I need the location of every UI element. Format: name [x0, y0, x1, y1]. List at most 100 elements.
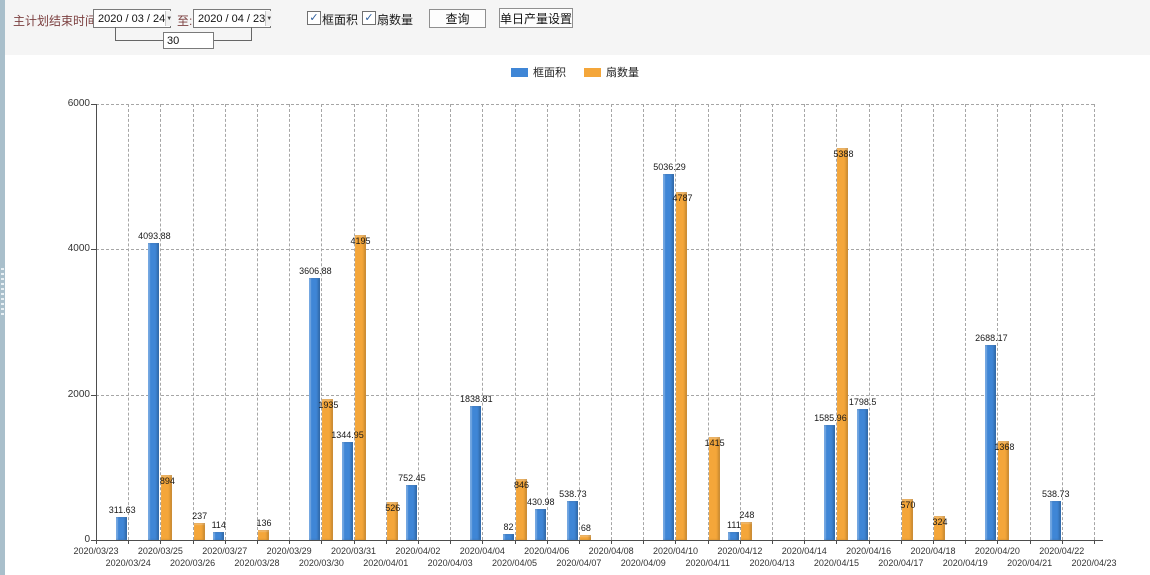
bar-frame-area — [824, 424, 836, 540]
x-axis-tick — [868, 540, 870, 544]
x-axis-label: 2020/03/27 — [202, 546, 248, 556]
fan-count-swatch — [584, 67, 601, 77]
x-gridline — [482, 104, 484, 540]
chevron-down-icon[interactable]: ▼ — [165, 11, 173, 26]
y-axis-label: 2000 — [67, 388, 90, 400]
bar-value-label: 82 — [503, 522, 514, 533]
x-gridline — [417, 104, 419, 540]
bar-frame-area — [405, 485, 417, 540]
date-from-picker[interactable]: 2020 / 03 / 24 ▼ — [93, 9, 173, 28]
bar-fan-count — [193, 522, 205, 540]
bar-frame-area — [470, 406, 482, 540]
x-gridline — [643, 104, 645, 540]
bar-value-label: 1344.95 — [331, 430, 364, 441]
bar-value-label: 4093.88 — [138, 230, 171, 241]
x-axis-label: 2020/04/08 — [588, 546, 634, 556]
bar-frame-area — [663, 174, 675, 540]
x-axis-tick — [417, 540, 419, 544]
y-gridline — [96, 104, 1094, 105]
x-gridline — [289, 104, 291, 540]
x-axis-tick — [707, 540, 709, 544]
x-axis-tick — [675, 540, 677, 544]
bar-frame-area — [1049, 500, 1061, 540]
x-axis-label: 2020/03/25 — [137, 546, 183, 556]
x-axis-tick — [997, 540, 999, 544]
date-to-picker[interactable]: 2020 / 04 / 23 ▼ — [193, 9, 273, 28]
fan-count-checkbox[interactable]: ✓ — [362, 11, 376, 25]
bar-fan-count — [934, 516, 946, 540]
x-axis-tick — [643, 540, 645, 544]
bar-fan-count — [901, 498, 913, 540]
plan-end-time-label: 主计划结束时间: — [13, 14, 101, 28]
bar-frame-area — [985, 344, 997, 540]
x-gridline — [256, 104, 258, 540]
x-axis-label: 2020/04/03 — [427, 558, 473, 568]
x-axis-label: 2020/03/26 — [170, 558, 216, 568]
bar-frame-area — [341, 442, 353, 540]
x-gridline — [739, 104, 741, 540]
y-axis-label: 6000 — [67, 98, 90, 109]
x-gridline — [836, 104, 838, 540]
to-label: 至: — [177, 14, 193, 28]
y-axis-label: 4000 — [67, 243, 90, 255]
bar-value-label: 1935 — [318, 400, 339, 411]
x-axis-tick — [836, 540, 838, 544]
legend-label: 框面积 — [533, 67, 566, 79]
x-axis-label: 2020/04/21 — [1007, 558, 1053, 568]
chevron-down-icon[interactable]: ▼ — [265, 11, 273, 26]
x-axis-tick — [482, 540, 484, 544]
bar-frame-area — [309, 277, 321, 540]
date-to-value: 2020 / 04 / 23 — [198, 12, 266, 25]
x-axis-tick — [804, 540, 806, 544]
chart-legend: 框面积 扇数量 — [0, 64, 1150, 80]
x-gridline — [546, 104, 548, 540]
x-gridline — [514, 104, 516, 540]
bar-value-label: 538.73 — [1042, 488, 1070, 499]
x-axis-tick — [128, 540, 130, 544]
y-axis-tick — [91, 104, 96, 105]
y-axis-tick — [91, 394, 96, 396]
legend-label: 扇数量 — [606, 67, 639, 79]
frame-area-swatch — [511, 67, 528, 77]
y-axis-tick — [91, 540, 96, 541]
left-splitter[interactable] — [0, 0, 5, 575]
frame-area-checkbox[interactable]: ✓ — [307, 11, 321, 25]
x-gridline — [321, 104, 323, 540]
bar-frame-area — [534, 508, 546, 540]
daily-output-settings-button[interactable]: 单日产量设置 — [499, 8, 573, 28]
x-gridline — [1094, 104, 1095, 540]
x-axis-label: 2020/04/06 — [524, 546, 570, 556]
legend-item-frame-area: 框面积 — [511, 64, 566, 80]
bar-value-label: 752.45 — [398, 473, 426, 484]
x-axis-tick — [611, 540, 613, 544]
days-input[interactable] — [163, 32, 214, 49]
bar-value-label: 430.98 — [526, 496, 555, 507]
bar-value-label: 324 — [932, 517, 948, 528]
bar-value-label: 4195 — [350, 236, 371, 247]
bar-value-label: 111 — [727, 519, 741, 530]
x-gridline — [385, 104, 387, 540]
bar-value-label: 2688.17 — [975, 332, 1008, 343]
x-axis-label: 2020/04/02 — [395, 546, 441, 556]
x-axis-label: 2020/04/05 — [491, 558, 538, 568]
bar-value-label: 846 — [514, 479, 530, 490]
bar-fan-count — [515, 478, 527, 540]
bar-frame-area — [502, 534, 514, 540]
bar-frame-area — [566, 500, 578, 540]
x-axis-label: 2020/04/10 — [652, 546, 698, 556]
x-axis-tick — [546, 540, 548, 544]
bar-fan-count — [322, 399, 334, 540]
x-gridline — [578, 104, 580, 540]
bar-value-label: 3606.88 — [299, 265, 332, 276]
x-axis-tick — [385, 540, 387, 544]
x-axis-tick — [900, 540, 902, 544]
query-button[interactable]: 查询 — [429, 9, 486, 28]
x-gridline — [128, 104, 130, 540]
date-from-value: 2020 / 03 / 24 — [98, 12, 166, 25]
x-gridline — [868, 104, 870, 540]
x-axis-tick — [192, 540, 194, 544]
bar-fan-count — [837, 148, 849, 540]
x-gridline — [1061, 104, 1063, 540]
bar-fan-count — [676, 192, 688, 540]
